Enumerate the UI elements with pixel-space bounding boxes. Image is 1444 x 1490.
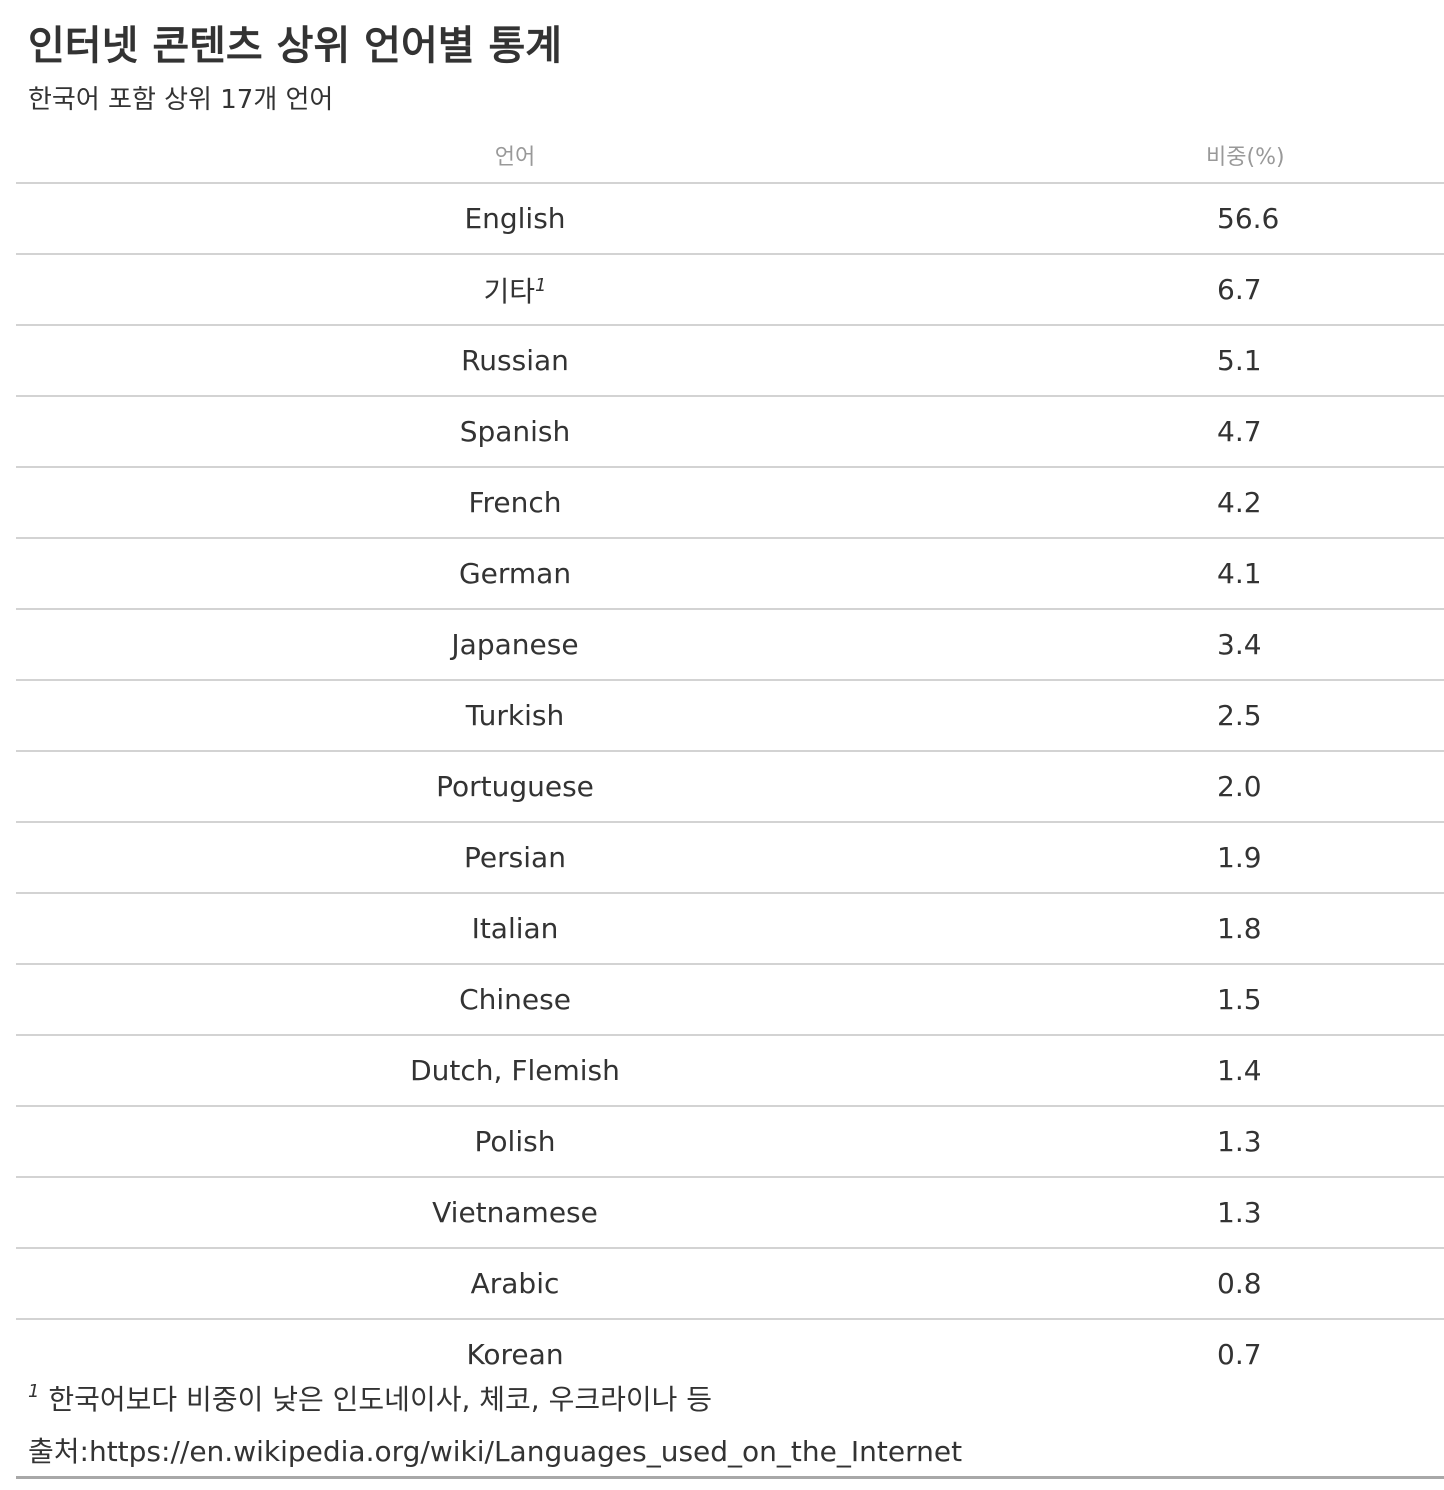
cell-language: Portuguese xyxy=(16,751,1014,823)
cell-language: English xyxy=(16,183,1014,255)
table-row: Dutch, Flemish 1.4 xyxy=(16,1035,1444,1107)
cell-language: Arabic xyxy=(16,1248,1014,1320)
table-row: French 4.2 xyxy=(16,467,1444,539)
cell-share: 1.9 xyxy=(1014,822,1444,894)
cell-language: Spanish xyxy=(16,396,1014,468)
cell-share: 4.7 xyxy=(1014,396,1444,468)
language-label: Korean xyxy=(466,1338,564,1371)
table-header-row: 언어 비중(%) xyxy=(16,128,1444,184)
cell-language: Persian xyxy=(16,822,1014,894)
language-label: Arabic xyxy=(470,1267,560,1300)
language-label: Portuguese xyxy=(436,770,594,803)
cell-share: 4.1 xyxy=(1014,538,1444,610)
language-label: Polish xyxy=(474,1125,556,1158)
cell-language: Japanese xyxy=(16,609,1014,681)
cell-language: Russian xyxy=(16,325,1014,397)
table-row: Japanese 3.4 xyxy=(16,609,1444,681)
table-row: English 56.6 xyxy=(16,183,1444,255)
cell-share: 0.7 xyxy=(1217,1338,1262,1371)
table-row: Turkish 2.5 xyxy=(16,680,1444,752)
cell-share: 4.2 xyxy=(1014,467,1444,539)
cell-share: 1.4 xyxy=(1014,1035,1444,1107)
table-row: German 4.1 xyxy=(16,538,1444,610)
cell-share: 1.3 xyxy=(1014,1177,1444,1249)
language-label: Persian xyxy=(464,841,566,874)
cell-share: 6.7 xyxy=(1014,254,1444,326)
cell-language: Vietnamese xyxy=(16,1177,1014,1249)
table-body: English 56.6 기타1 6.7 Russian 5.1 Spanish 4.7 Fre… xyxy=(16,183,1444,1389)
bottom-rule xyxy=(16,1476,1444,1479)
cell-language: Korean xyxy=(16,1319,1014,1389)
cell-language: Chinese xyxy=(16,964,1014,1036)
footnote-text: 한국어보다 비중이 낮은 인도네이사, 체코, 우크라이나 등 xyxy=(48,1383,713,1416)
cell-language: Italian xyxy=(16,893,1014,965)
language-table: 언어 비중(%) English 56.6 기타1 6.7 Russian 5.1 Span… xyxy=(16,128,1444,1389)
cell-language: German xyxy=(16,538,1014,610)
footnote-mark: 1 xyxy=(28,1381,40,1402)
cell-language: 기타1 xyxy=(16,254,1014,326)
cell-share: 1.8 xyxy=(1014,893,1444,965)
cell-share: 0.8 xyxy=(1014,1248,1444,1320)
cell-language: French xyxy=(16,467,1014,539)
cell-share: 1.3 xyxy=(1014,1106,1444,1178)
table-row: Arabic 0.8 xyxy=(16,1248,1444,1320)
table-row: Russian 5.1 xyxy=(16,325,1444,397)
column-header-share: 비중(%) xyxy=(1014,128,1444,184)
cell-share: 1.5 xyxy=(1014,964,1444,1036)
language-label: English xyxy=(464,202,566,235)
table-row: Persian 1.9 xyxy=(16,822,1444,894)
language-label: Vietnamese xyxy=(432,1196,598,1229)
cell-language: Polish xyxy=(16,1106,1014,1178)
footnote-mark: 1 xyxy=(535,274,547,296)
table-row: Italian 1.8 xyxy=(16,893,1444,965)
cell-share: 2.5 xyxy=(1014,680,1444,752)
table-row: 기타1 6.7 xyxy=(16,254,1444,326)
source-note: 출처:https://en.wikipedia.org/wiki/Languag… xyxy=(28,1435,963,1468)
table-row: Korean 0.7 xyxy=(16,1319,1444,1389)
language-label: Japanese xyxy=(451,628,579,661)
column-header-language: 언어 xyxy=(16,128,1014,184)
cell-language: Dutch, Flemish xyxy=(16,1035,1014,1107)
cell-share: 56.6 xyxy=(1014,183,1444,255)
language-label: Dutch, Flemish xyxy=(410,1054,620,1087)
language-label: Russian xyxy=(461,344,569,377)
table-row: Polish 1.3 xyxy=(16,1106,1444,1178)
table-row: Vietnamese 1.3 xyxy=(16,1177,1444,1249)
table-row: Spanish 4.7 xyxy=(16,396,1444,468)
language-label: Spanish xyxy=(459,415,571,448)
page-title: 인터넷 콘텐츠 상위 언어별 통계 xyxy=(28,23,563,69)
language-label: Chinese xyxy=(459,983,571,1016)
language-label: Italian xyxy=(471,912,559,945)
table-row: Portuguese 2.0 xyxy=(16,751,1444,823)
cell-share: 3.4 xyxy=(1014,609,1444,681)
page-subtitle: 한국어 포함 상위 17개 언어 xyxy=(28,85,334,115)
language-label: 기타 xyxy=(483,274,536,308)
cell-language: Turkish xyxy=(16,680,1014,752)
cell-share: 5.1 xyxy=(1014,325,1444,397)
language-label: Turkish xyxy=(465,699,565,732)
cell-share: 2.0 xyxy=(1014,751,1444,823)
language-label: German xyxy=(458,557,572,590)
language-label: French xyxy=(468,486,562,519)
table-row: Chinese 1.5 xyxy=(16,964,1444,1036)
footnote: 1 한국어보다 비중이 낮은 인도네이사, 체코, 우크라이나 등 xyxy=(28,1380,712,1420)
